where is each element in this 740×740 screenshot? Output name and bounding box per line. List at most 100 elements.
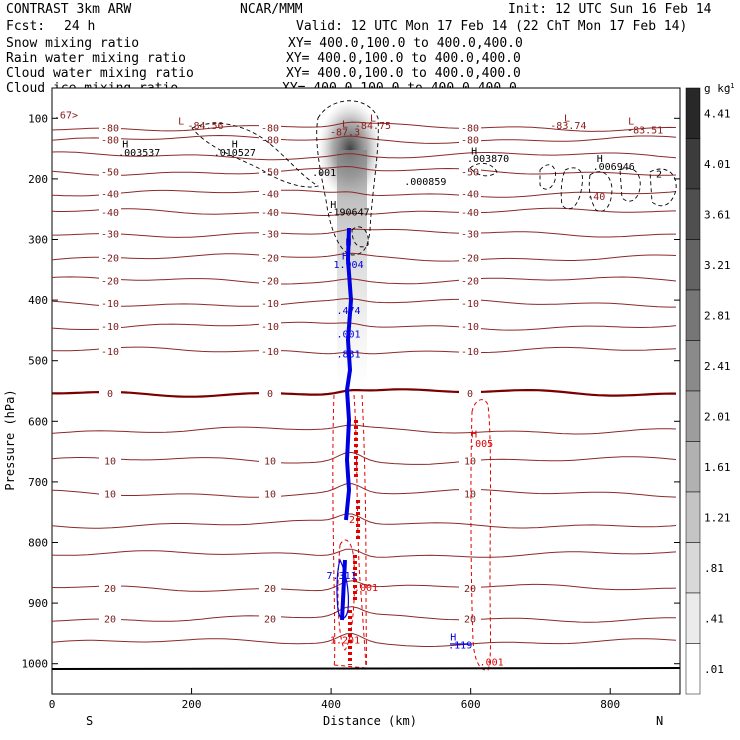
legend-snow: Snow mixing ratio bbox=[6, 36, 139, 51]
field-annotation: H bbox=[471, 147, 477, 158]
fcst-label: Fcst: bbox=[6, 19, 45, 34]
colorbar-swatch bbox=[685, 87, 701, 139]
isotherm-label-bg bbox=[99, 487, 121, 499]
colorbar-label: 2.01 bbox=[704, 410, 731, 423]
isotherm-line bbox=[52, 165, 677, 176]
isotherm-label: -40 bbox=[461, 189, 479, 200]
field-annotation: -40 bbox=[587, 192, 605, 203]
y-tick-label: 1000 bbox=[22, 658, 49, 671]
colorbar-swatch bbox=[685, 592, 701, 644]
field-annotation: .010527 bbox=[214, 148, 256, 159]
field-annotation: .001 bbox=[480, 658, 504, 669]
field-annotation: H bbox=[122, 139, 128, 150]
isotherm-line bbox=[52, 252, 677, 262]
isotherm-label-bg bbox=[459, 165, 481, 177]
isotherm-label-bg bbox=[459, 320, 481, 332]
isotherm-label-bg bbox=[99, 581, 121, 593]
surface-line bbox=[52, 667, 680, 670]
field-annotation: L bbox=[342, 119, 348, 130]
field-annotation: -83.51 bbox=[627, 125, 663, 136]
field-annotation: L bbox=[564, 113, 570, 124]
isotherm-label-bg bbox=[259, 274, 281, 286]
isotherm-label: 0 bbox=[467, 389, 473, 400]
isotherm-label-bg bbox=[99, 345, 121, 357]
field-annotation: L bbox=[628, 116, 634, 127]
isotherm-label-bg bbox=[99, 227, 121, 239]
isotherm-line bbox=[52, 346, 677, 355]
colorbar-swatch bbox=[685, 390, 701, 442]
cloud-ice-contours bbox=[191, 100, 677, 256]
colorbar-label: 4.41 bbox=[704, 107, 731, 120]
field-annotation: .006946 bbox=[593, 162, 635, 173]
field-annotation: .001 bbox=[354, 583, 378, 594]
isotherm-label-bg bbox=[259, 121, 281, 133]
snow-shading bbox=[318, 100, 382, 390]
x-tick-label: 0 bbox=[49, 698, 56, 711]
isotherm-label: 10 bbox=[464, 489, 476, 500]
field-annotation: -190647 bbox=[327, 207, 369, 218]
isotherm-label-bg bbox=[459, 187, 481, 199]
isotherm-label: 10 bbox=[464, 457, 476, 468]
isotherm-label-bg bbox=[259, 320, 281, 332]
colorbar-swatch bbox=[685, 441, 701, 493]
isotherm-line bbox=[52, 451, 677, 465]
isotherm-label: 20 bbox=[264, 614, 276, 625]
field-annotation: 2 bbox=[349, 515, 355, 526]
colorbar-label: 3.21 bbox=[704, 259, 731, 272]
isotherm-label-bg bbox=[99, 454, 121, 466]
isotherm-label: -40 bbox=[101, 189, 119, 200]
isotherm-label: -40 bbox=[261, 208, 279, 219]
valid-time: Valid: 12 UTC Mon 17 Feb 14 (22 ChT Mon … bbox=[296, 19, 687, 34]
isotherm-label-bg bbox=[99, 206, 121, 218]
legend: Snow mixing ratio XY= 400.0,100.0 to 400… bbox=[6, 36, 523, 96]
isotherm-label: 20 bbox=[464, 584, 476, 595]
colorbar-label: 1.21 bbox=[704, 511, 731, 524]
field-annotation: .001 bbox=[312, 168, 336, 179]
isotherm-label: -40 bbox=[461, 208, 479, 219]
isotherm-line bbox=[52, 321, 677, 331]
y-tick-label: 900 bbox=[28, 597, 48, 610]
colorbar-swatch bbox=[685, 138, 701, 190]
isotherm-label: -50 bbox=[461, 168, 479, 179]
isotherm-label: -10 bbox=[101, 322, 119, 333]
colorbar-swatches bbox=[685, 87, 701, 695]
isotherm-label: 10 bbox=[264, 489, 276, 500]
x-end-right-label: N bbox=[656, 714, 663, 728]
isotherm-label: -50 bbox=[261, 168, 279, 179]
isotherm-label-bg bbox=[259, 297, 281, 309]
isotherm-line bbox=[52, 228, 676, 238]
isotherm-label-bg bbox=[99, 251, 121, 263]
y-tick-label: 100 bbox=[28, 112, 48, 125]
isotherm-line bbox=[52, 189, 677, 198]
isotherm-label-bg bbox=[259, 206, 281, 218]
isotherm-line bbox=[52, 513, 677, 529]
legend-rain: Rain water mixing ratio bbox=[6, 51, 186, 66]
isotherm-label-bg bbox=[459, 487, 481, 499]
isotherm-label-bg bbox=[259, 454, 281, 466]
colorbar-swatch bbox=[685, 542, 701, 594]
x-axis: 0 200 400 600 800 bbox=[49, 688, 620, 711]
x-tick-label: 400 bbox=[321, 698, 341, 711]
isotherm-label: -10 bbox=[101, 299, 119, 310]
isotherm-label: -50 bbox=[101, 168, 119, 179]
colorbar-label: 3.61 bbox=[704, 208, 731, 221]
isotherm-label: -40 bbox=[101, 208, 119, 219]
colorbar-label: 1.61 bbox=[704, 461, 731, 474]
isotherm-line bbox=[52, 151, 677, 161]
isotherm-label: 20 bbox=[264, 584, 276, 595]
isotherm-label-bg bbox=[259, 487, 281, 499]
isotherm-label: -30 bbox=[261, 229, 279, 240]
isotherm-label-bg bbox=[259, 187, 281, 199]
y-tick-label: 200 bbox=[28, 173, 48, 186]
isotherm-label: 10 bbox=[104, 489, 116, 500]
isotherm-line bbox=[52, 298, 676, 308]
field-annotation: H bbox=[450, 633, 456, 644]
field-annotation: .119 bbox=[448, 641, 472, 652]
isotherm-line bbox=[52, 276, 677, 285]
isotherm-line bbox=[52, 606, 676, 623]
isotherm-label-bg bbox=[99, 320, 121, 332]
isotherm-label: 10 bbox=[264, 457, 276, 468]
isotherm-label-bg bbox=[99, 187, 121, 199]
